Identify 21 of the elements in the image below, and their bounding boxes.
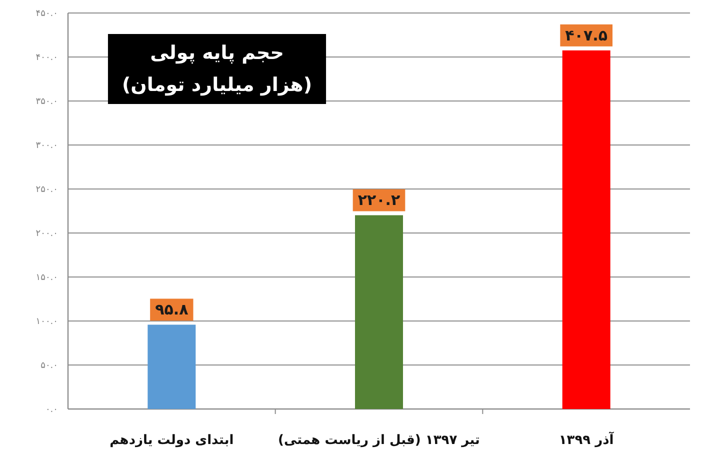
data-label: ۹۵.۸ bbox=[155, 300, 188, 319]
y-tick-label: ۳۵۰.۰ bbox=[36, 97, 58, 107]
data-label: ۴۰۷.۵ bbox=[565, 26, 608, 44]
x-tick-label: تیر ۱۳۹۷ (قبل از ریاست همتی) bbox=[278, 433, 480, 448]
text: (هزار میلیارد تومان) bbox=[122, 74, 312, 96]
y-tick-label: ۲۵۰.۰ bbox=[36, 185, 58, 195]
text: حجم پایه پولی bbox=[150, 42, 284, 64]
x-tick-label: ابتدای دولت یازدهم bbox=[110, 433, 234, 448]
data-label: ۲۲۰.۲ bbox=[358, 191, 400, 210]
y-tick-label: ۱۰۰.۰ bbox=[36, 317, 58, 327]
y-tick-label: ۴۰۰.۰ bbox=[36, 53, 58, 63]
y-tick-label: ۰.۰ bbox=[45, 405, 58, 415]
bar bbox=[355, 215, 403, 409]
y-tick-label: ۵۰.۰ bbox=[40, 361, 58, 371]
y-tick-label: ۴۵۰.۰ bbox=[36, 9, 58, 19]
bar bbox=[562, 50, 610, 409]
y-tick-label: ۱۵۰.۰ bbox=[36, 273, 58, 283]
x-tick-label: آذر ۱۳۹۹ bbox=[558, 431, 614, 448]
bar bbox=[148, 324, 196, 409]
y-tick-label: ۲۰۰.۰ bbox=[36, 229, 58, 239]
y-tick-label: ۳۰۰.۰ bbox=[36, 141, 58, 151]
